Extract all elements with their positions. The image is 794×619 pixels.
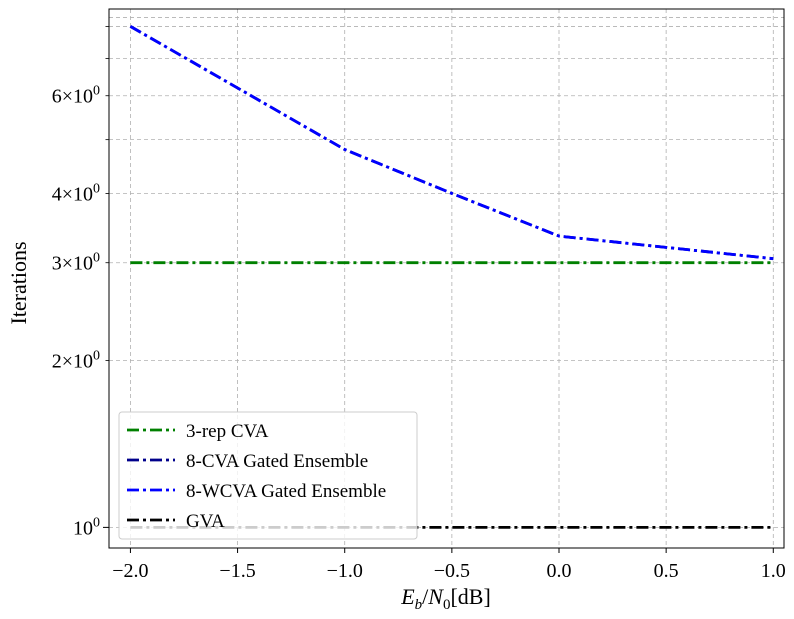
y-tick-base: 10	[73, 350, 93, 372]
axis-ticks	[103, 26, 774, 553]
legend-label: 3-rep CVA	[186, 421, 269, 442]
x-tick-label: −1.5	[219, 560, 255, 582]
x-axis-label-unit: [dB]	[450, 584, 490, 609]
y-tick-mantissa: 2	[52, 350, 62, 372]
y-tick-times: ×	[62, 183, 73, 205]
series-layer	[129, 25, 774, 529]
legend-label: 8-WCVA Gated Ensemble	[186, 481, 386, 502]
y-tick-mantissa: 4	[52, 183, 62, 205]
y-tick-label: 3×100	[52, 251, 100, 275]
legend: 3-rep CVA 8-CVA Gated Ensemble 8-WCVA Gate…	[118, 411, 418, 540]
y-tick-label: 100	[73, 515, 100, 539]
y-axis-label: Iterations	[6, 241, 31, 324]
x-axis-label-n: N	[427, 584, 444, 609]
x-axis-label-slash: /	[422, 584, 429, 609]
y-tick-exponent: 0	[93, 515, 100, 530]
x-axis-label-b: b	[415, 597, 423, 613]
y-tick-exponent: 0	[93, 181, 100, 196]
y-tick-label: 4×100	[52, 181, 100, 205]
series-line-3	[129, 25, 774, 261]
plot-frame	[108, 8, 785, 549]
y-tick-base: 10	[73, 517, 93, 539]
y-tick-base: 10	[73, 253, 93, 275]
x-tick-label: −1.0	[327, 560, 363, 582]
legend-label: 8-CVA Gated Ensemble	[186, 451, 368, 472]
x-tick-label: 1.0	[761, 560, 786, 582]
y-tick-times: ×	[62, 253, 73, 275]
y-tick-base: 10	[73, 183, 93, 205]
y-tick-times: ×	[62, 86, 73, 108]
x-tick-labels: −2.0 −1.5 −1.0 −0.5 0.0 0.5 1.0	[112, 560, 785, 582]
y-tick-times: ×	[62, 350, 73, 372]
y-tick-exponent: 0	[93, 251, 100, 266]
x-tick-label: −2.0	[112, 560, 148, 582]
x-tick-label: −0.5	[434, 560, 470, 582]
x-axis-label: Eb/N0[dB]	[400, 584, 491, 613]
x-tick-label: 0.5	[654, 560, 679, 582]
y-tick-mantissa: 3	[52, 253, 62, 275]
y-tick-exponent: 0	[93, 84, 100, 99]
x-axis-label-zero: 0	[443, 597, 451, 613]
y-tick-mantissa: 6	[52, 86, 62, 108]
y-tick-label: 6×100	[52, 84, 100, 108]
legend-box	[118, 411, 418, 540]
y-tick-base: 10	[73, 86, 93, 108]
x-axis-label-e: E	[400, 584, 415, 609]
x-tick-label: 0.0	[547, 560, 572, 582]
y-tick-label: 2×100	[52, 348, 100, 372]
legend-label: GVA	[186, 511, 225, 532]
y-tick-exponent: 0	[93, 348, 100, 363]
